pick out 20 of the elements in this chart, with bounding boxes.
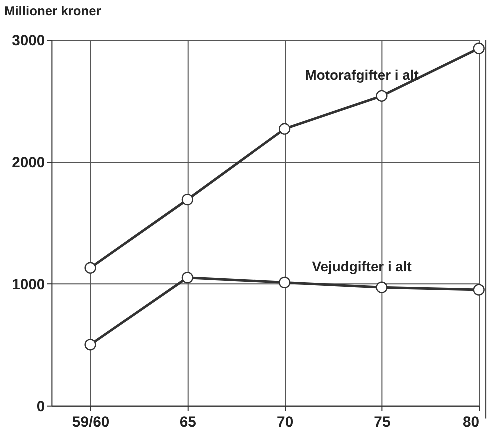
x-tick-label: 75: [374, 415, 391, 432]
point: [376, 282, 388, 294]
y-tick-label: 0: [36, 399, 46, 416]
x-tick-label: 59/60: [72, 415, 110, 432]
point: [279, 123, 291, 135]
point: [279, 276, 291, 289]
point: [376, 90, 388, 102]
point: [84, 339, 96, 351]
x-tick-label: 65: [180, 415, 196, 432]
x-tick-label: 70: [277, 415, 294, 432]
y-tick-label: 1000: [12, 277, 46, 294]
y-tick-label: 3000: [12, 34, 46, 50]
point: [473, 284, 485, 296]
point: [182, 194, 194, 206]
y-tick-label: 2000: [12, 155, 46, 172]
point: [473, 42, 485, 54]
x-tick-label: 80: [463, 415, 480, 432]
point: [182, 272, 194, 284]
point: [84, 262, 96, 274]
y-axis-title: Millioner kroner: [4, 4, 102, 19]
